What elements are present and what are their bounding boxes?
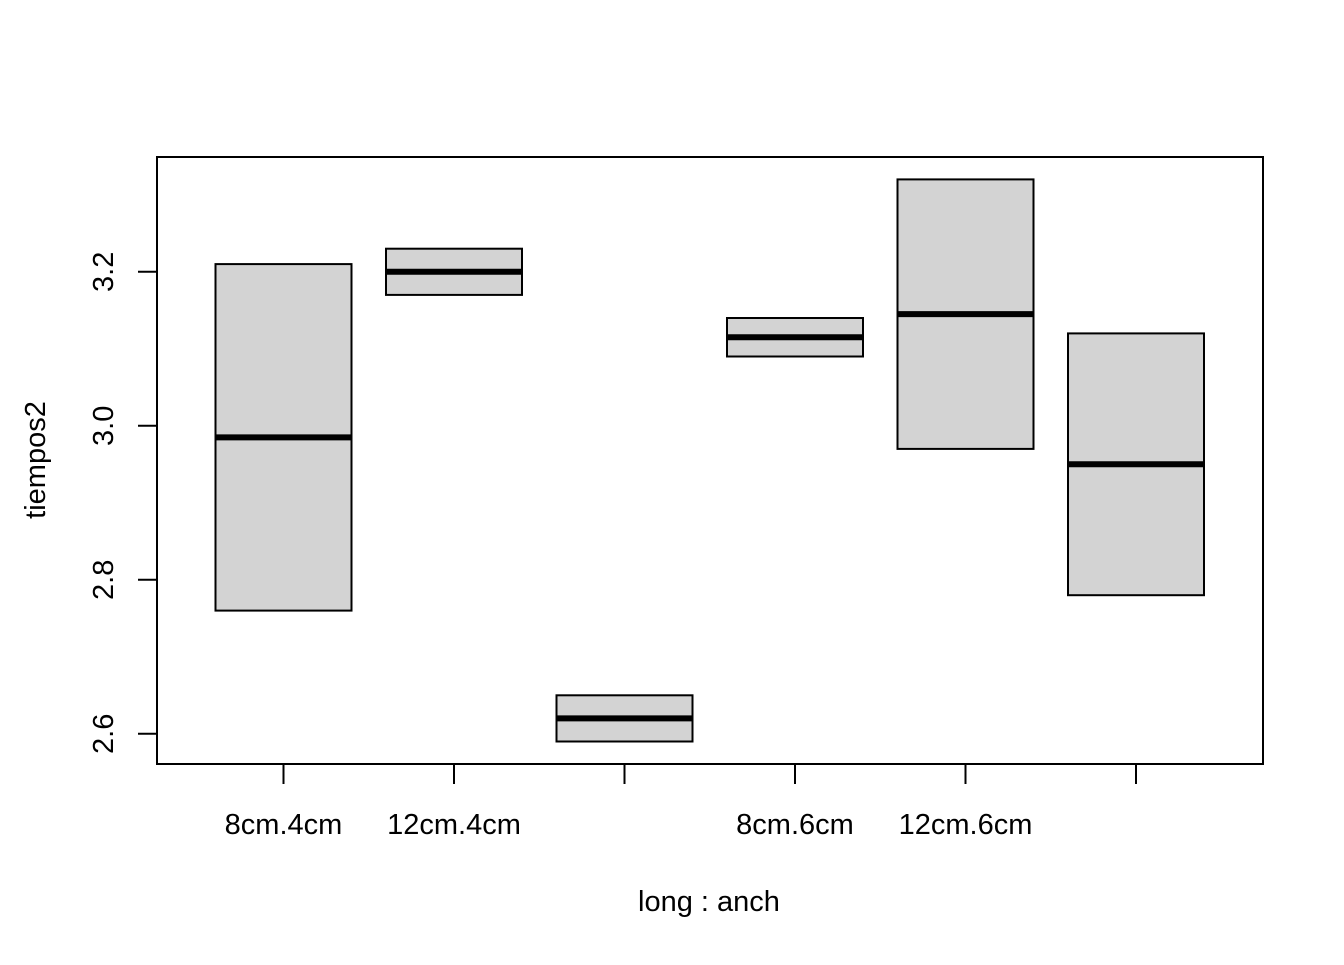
x-tick-label-0: 8cm.4cm — [225, 809, 343, 841]
x-tick-label-1: 12cm.4cm — [387, 809, 521, 841]
x-axis-label: long : anch — [638, 886, 780, 918]
x-tick-label-4: 12cm.6cm — [899, 809, 1033, 841]
y-tick-label-2: 3.0 — [88, 406, 120, 446]
y-tick-label-0: 2.6 — [88, 714, 120, 754]
x-tick-label-3: 8cm.6cm — [736, 809, 854, 841]
y-axis: 2.6 2.8 3.0 3.2 — [88, 252, 158, 754]
y-tick-label-1: 2.8 — [88, 560, 120, 600]
y-axis-label: tiempos2 — [20, 401, 52, 519]
x-axis: 8cm.4cm 12cm.4cm 8cm.6cm 12cm.6cm — [225, 763, 1137, 841]
y-tick-label-3: 3.2 — [88, 252, 120, 292]
boxes-layer — [214, 178, 1205, 743]
